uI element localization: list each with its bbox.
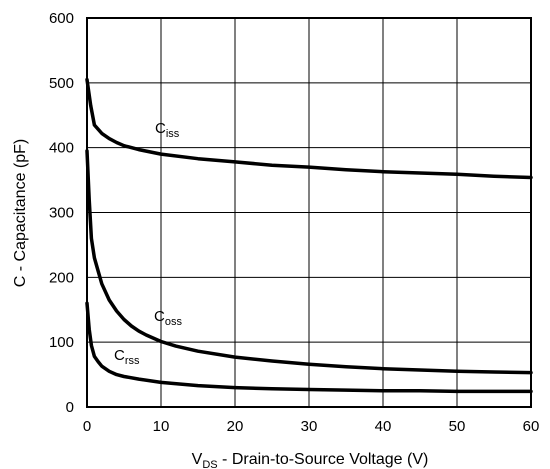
x-tick-label: 50 [449,418,466,435]
series-label-coss-main: C [154,308,165,325]
x-tick-label: 0 [83,418,91,435]
y-tick-label: 0 [66,399,74,416]
series-label-ciss-sub: iss [166,128,180,140]
series-label-crss-main: C [114,347,125,364]
y-tick-label: 100 [49,334,74,351]
y-tick-label: 200 [49,269,74,286]
series-curves [85,77,533,394]
series-label-coss: Coss [154,308,182,328]
x-axis-title-rest: - Drain-to-Source Voltage (V) [218,451,429,468]
series-label-ciss: Ciss [155,120,180,140]
series-label-crss-sub: rss [125,355,140,367]
series-line-crss [85,301,533,394]
grid-lines [86,17,532,408]
x-tick-label: 20 [227,418,244,435]
y-axis-title: C - Capacitance (pF) [12,139,29,288]
y-tick-label: 600 [49,10,74,27]
series-label-ciss-main: C [155,120,166,137]
plot-frame [86,17,532,408]
y-tick-label: 500 [49,75,74,92]
series-line-ciss [85,77,533,180]
y-tick-label: 300 [49,205,74,222]
x-tick-label: 30 [301,418,318,435]
x-tick-label: 60 [523,418,540,435]
y-tick-label: 400 [49,140,74,157]
series-label-crss: Crss [114,347,140,367]
series-label-coss-sub: oss [165,316,183,328]
x-tick-label: 40 [375,418,392,435]
x-axis-title-main: V [192,451,203,468]
x-axis-title-sub: DS [202,459,217,469]
series-line-coss [85,149,533,375]
x-axis-title: VDS - Drain-to-Source Voltage (V) [192,451,429,469]
x-tick-label: 10 [153,418,170,435]
